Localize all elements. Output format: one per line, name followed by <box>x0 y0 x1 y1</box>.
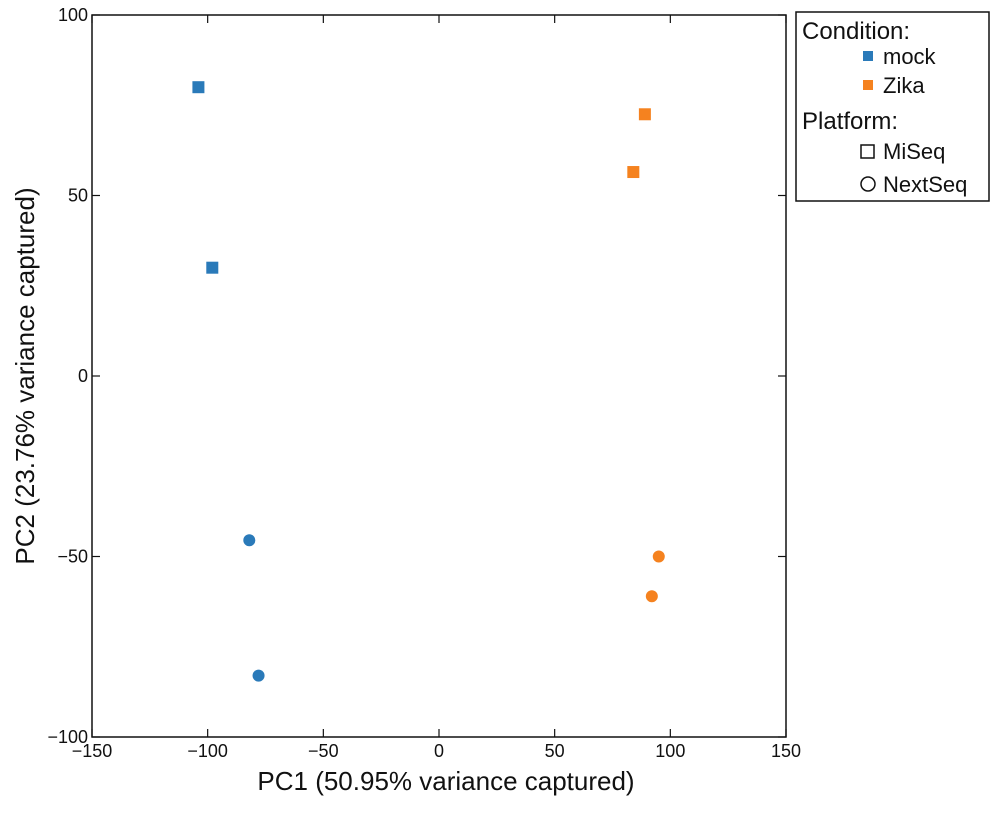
x-axis-label: PC1 (50.95% variance captured) <box>257 766 634 796</box>
x-tick-label: −150 <box>72 741 113 761</box>
legend-condition-title: Condition: <box>802 18 910 45</box>
legend-frame <box>795 11 990 202</box>
x-tick-label: 100 <box>655 741 685 761</box>
data-point-zika-square <box>638 108 651 121</box>
legend-platform-title: Platform: <box>802 108 898 135</box>
legend: Condition: mock Zika Platform: MiSeq Nex… <box>795 11 990 202</box>
legend-miseq-label: MiSeq <box>883 139 945 164</box>
points-layer <box>192 81 665 682</box>
y-tick-label: 100 <box>58 5 88 25</box>
x-tick-label: −50 <box>308 741 339 761</box>
legend-mock-label: mock <box>883 44 937 69</box>
data-point-mock-square <box>206 261 219 274</box>
data-point-mock-square <box>192 81 205 94</box>
x-tick-label: 0 <box>434 741 444 761</box>
data-point-zika-circle <box>645 590 658 603</box>
legend-square-marker-icon <box>860 144 875 159</box>
legend-circle-marker-icon <box>860 176 876 192</box>
plot-area-frame <box>91 14 787 738</box>
data-point-zika-square <box>627 166 640 179</box>
legend-mock-swatch <box>863 51 873 61</box>
y-tick-label: 0 <box>78 366 88 386</box>
y-tick-label: −50 <box>57 547 88 567</box>
data-point-zika-circle <box>652 550 665 563</box>
legend-zika-label: Zika <box>883 73 925 98</box>
y-axis-label: PC2 (23.76% variance captured) <box>10 187 40 564</box>
legend-zika-swatch <box>863 80 873 90</box>
x-tick-label: −100 <box>187 741 228 761</box>
x-tick-label: 50 <box>545 741 565 761</box>
data-point-mock-circle <box>252 669 265 682</box>
legend-nextseq-label: NextSeq <box>883 172 967 197</box>
data-point-mock-circle <box>243 534 256 547</box>
y-tick-label: 50 <box>68 186 88 206</box>
y-tick-label: −100 <box>47 727 88 747</box>
x-tick-label: 150 <box>771 741 801 761</box>
